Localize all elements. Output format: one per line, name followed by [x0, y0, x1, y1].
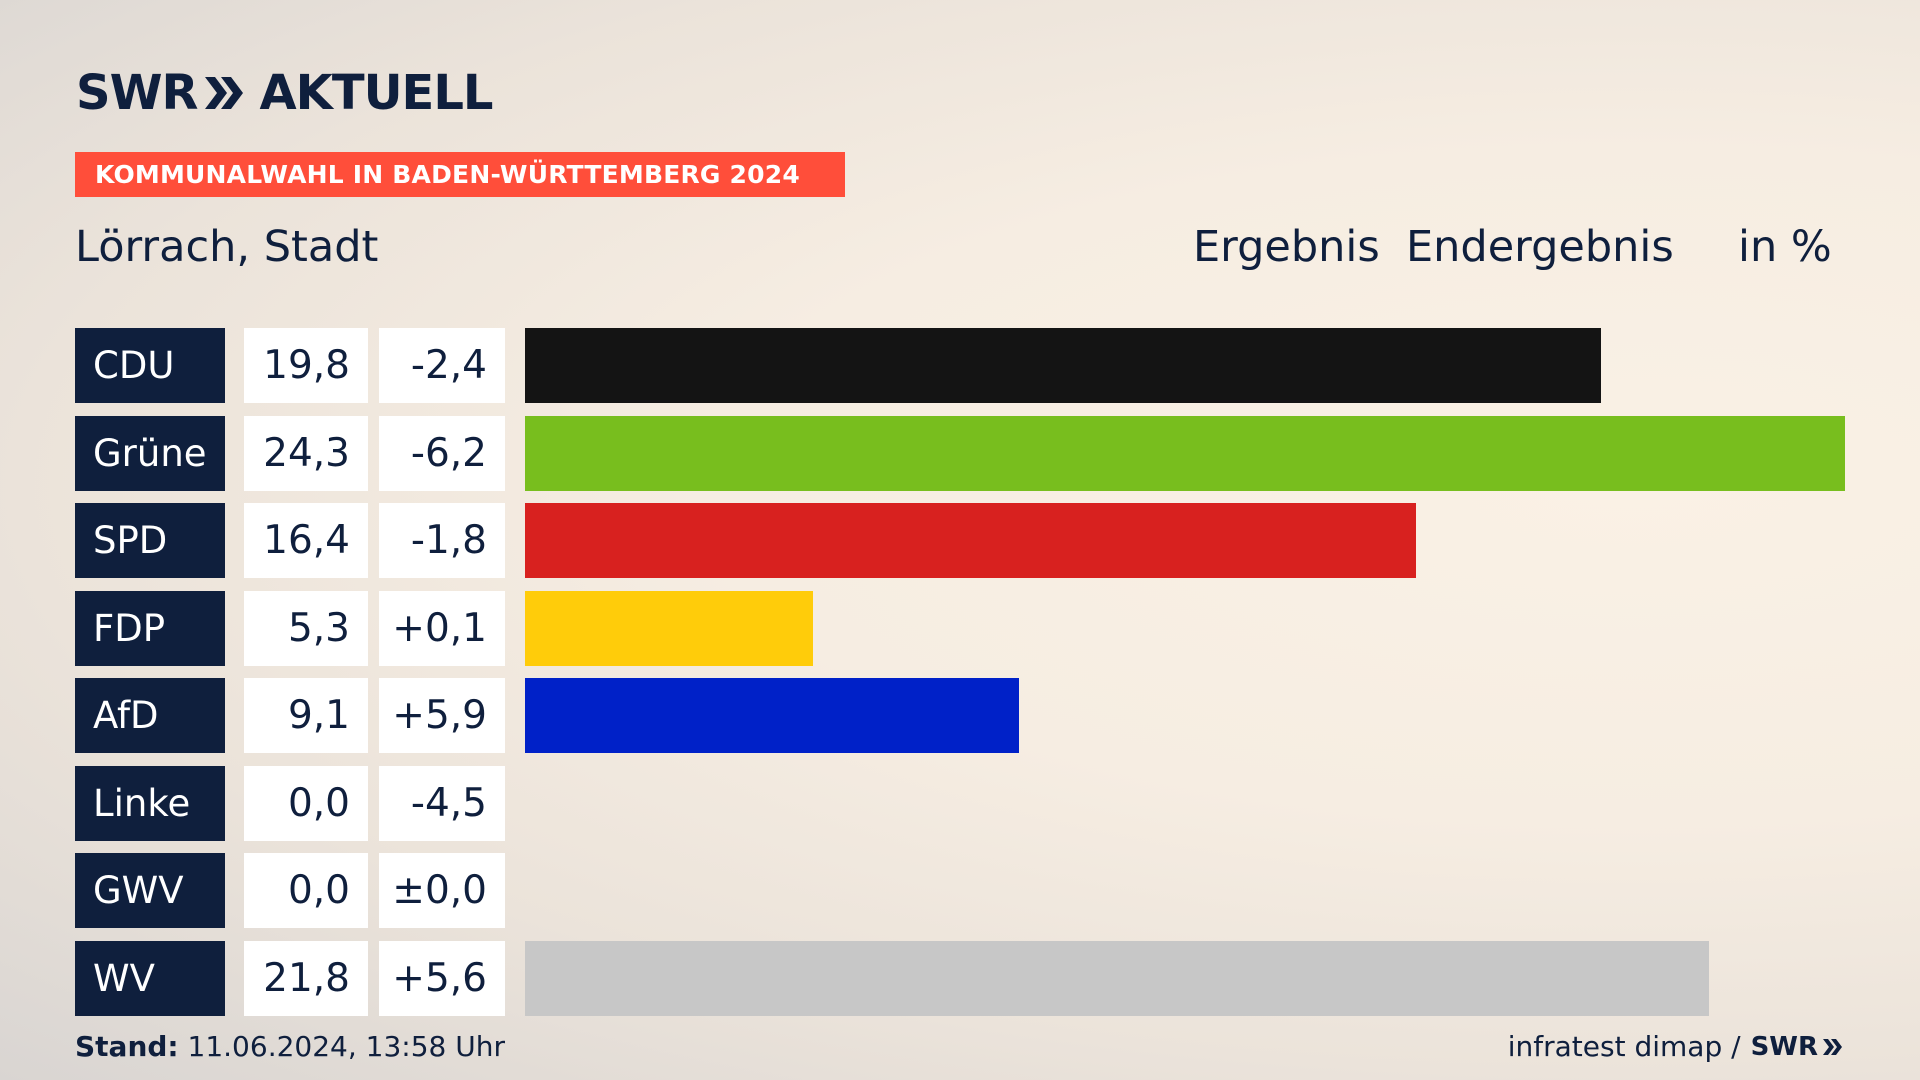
result-value: 19,8 — [244, 328, 368, 403]
place-title: Lörrach, Stadt — [75, 222, 379, 272]
footer-swr-text: SWR — [1750, 1031, 1818, 1062]
timestamp: Stand: 11.06.2024, 13:58 Uhr — [75, 1030, 505, 1063]
party-label: Grüne — [75, 415, 225, 491]
result-diff: -4,5 — [379, 765, 505, 841]
result-diff: +0,1 — [379, 590, 505, 666]
result-diff: +5,9 — [379, 678, 505, 753]
logo-aktuell-text: AKTUELL — [259, 65, 493, 121]
result-diff: +5,6 — [379, 940, 505, 1016]
party-label: SPD — [75, 503, 225, 578]
party-label: Linke — [75, 765, 225, 841]
result-diff: -6,2 — [379, 415, 505, 491]
party-label: AfD — [75, 678, 225, 753]
result-value: 16,4 — [244, 503, 368, 578]
result-value: 9,1 — [244, 678, 368, 753]
result-value: 0,0 — [244, 853, 368, 928]
result-diff: ±0,0 — [379, 853, 505, 928]
election-banner: KOMMUNALWAHL IN BADEN-WÜRTTEMBERG 2024 — [75, 152, 845, 197]
result-value: 5,3 — [244, 590, 368, 666]
source-text: infratest dimap / — [1507, 1030, 1741, 1063]
header-unit: in % — [1738, 222, 1832, 272]
result-value: 21,8 — [244, 940, 368, 1016]
result-bar — [525, 590, 813, 666]
party-label: GWV — [75, 853, 225, 928]
double-chevron-icon — [1823, 1038, 1842, 1055]
result-value: 0,0 — [244, 765, 368, 841]
result-diff: -1,8 — [379, 503, 505, 578]
double-chevron-icon — [205, 77, 244, 109]
party-label: WV — [75, 940, 225, 1016]
stand-value: 11.06.2024, 13:58 Uhr — [187, 1030, 505, 1063]
source-credit: infratest dimap / SWR — [1508, 1030, 1844, 1063]
party-label: CDU — [75, 328, 225, 403]
stand-label: Stand: — [75, 1030, 179, 1063]
result-bar — [525, 940, 1709, 1016]
result-bar — [525, 503, 1416, 578]
result-bar — [525, 678, 1019, 753]
header-ergebnis: Ergebnis — [1193, 222, 1380, 272]
result-diff: -2,4 — [379, 328, 505, 403]
swr-aktuell-logo: SWR AKTUELL — [76, 65, 494, 121]
result-bar — [525, 328, 1601, 403]
party-label: FDP — [75, 590, 225, 666]
header-endergebnis: Endergebnis — [1406, 222, 1674, 272]
result-bar — [525, 415, 1845, 491]
result-value: 24,3 — [244, 415, 368, 491]
footer-swr-logo: SWR — [1751, 1032, 1844, 1062]
logo-swr-text: SWR — [76, 65, 198, 121]
